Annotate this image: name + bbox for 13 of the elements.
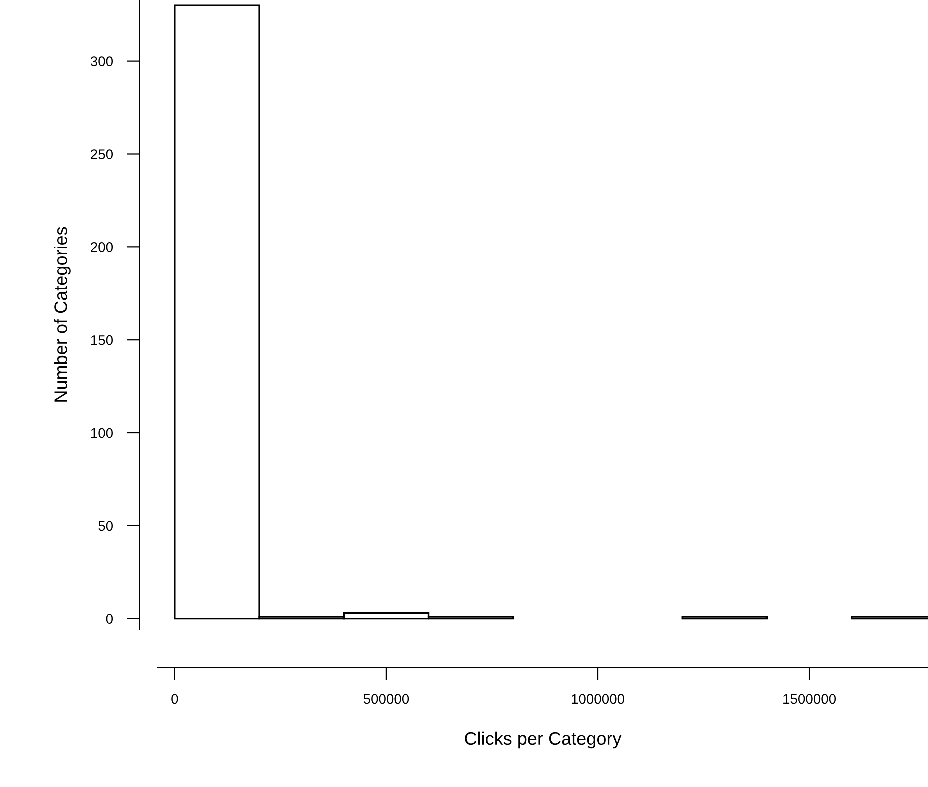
x-axis-title: Clicks per Category — [465, 732, 622, 749]
y-tick-label: 100 — [91, 428, 114, 438]
y-tick-label: 150 — [91, 335, 114, 346]
y-tick-label: 200 — [91, 242, 114, 252]
y-tick-label: 300 — [90, 56, 114, 66]
y-tick-label: 0 — [106, 614, 114, 624]
y-tick-label: 250 — [91, 150, 114, 160]
y-axis-title: Number of Categories — [54, 227, 71, 402]
x-tick-label: 500000 — [364, 694, 410, 704]
x-tick-label: 1500000 — [784, 694, 836, 704]
x-tick-label: 0 — [172, 694, 178, 704]
x-tick-label: 1000000 — [572, 694, 624, 704]
y-tick-label: 50 — [98, 521, 114, 532]
